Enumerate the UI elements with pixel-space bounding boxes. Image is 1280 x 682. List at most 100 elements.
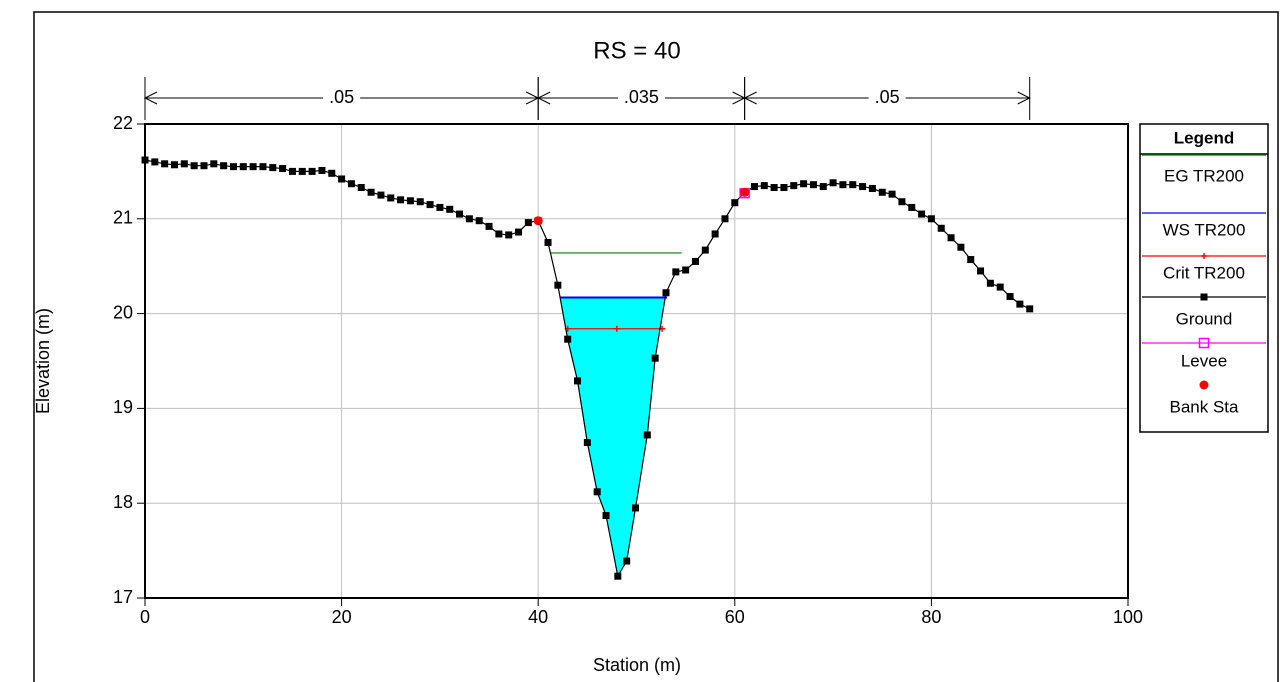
crit-marker (1201, 253, 1207, 259)
ground-marker (662, 289, 670, 297)
ground-marker (367, 188, 375, 196)
x-tick-label: 100 (1113, 607, 1143, 627)
ground-marker (701, 246, 709, 254)
ground-marker (279, 165, 287, 173)
ground-marker (554, 281, 562, 289)
ground-marker (269, 164, 277, 172)
ground-marker (229, 163, 237, 171)
ground-marker (397, 196, 405, 204)
ground-marker (1016, 300, 1024, 308)
ground-marker (446, 205, 454, 213)
ground-marker (515, 228, 523, 236)
ground-marker (1006, 293, 1014, 301)
crit-marker (613, 325, 620, 332)
ground-marker (583, 439, 591, 447)
ground-marker (721, 215, 729, 223)
ground-marker (643, 431, 651, 439)
ground-marker (1026, 305, 1034, 313)
ground-marker (220, 162, 228, 170)
n-label: .035 (624, 87, 659, 107)
x-tick-label: 20 (332, 607, 352, 627)
ground-marker (298, 167, 306, 175)
ground-marker (544, 239, 552, 246)
legend-label: Levee (1181, 351, 1227, 370)
ground-marker (602, 512, 610, 520)
ground-marker (328, 169, 336, 177)
y-tick-label: 20 (113, 302, 133, 322)
legend-label: Ground (1176, 309, 1233, 328)
ground-marker (849, 181, 857, 189)
legend-title: Legend (1174, 128, 1234, 147)
ground-marker (829, 179, 837, 187)
ground-marker (809, 181, 817, 189)
legend-label: Crit TR200 (1163, 263, 1245, 282)
plot-frame (144, 123, 1129, 599)
ground-marker (357, 184, 365, 192)
ground-marker (672, 268, 680, 276)
ground-marker (947, 234, 955, 242)
y-tick-label: 21 (113, 208, 133, 228)
x-axis-title: Station (m) (593, 655, 681, 675)
ground-marker (1200, 293, 1208, 301)
ground-marker (347, 180, 355, 188)
ground-marker (651, 354, 659, 362)
ground-marker (731, 199, 739, 207)
ground-marker (436, 203, 444, 211)
ground-marker (711, 230, 719, 238)
ground-marker (986, 279, 994, 287)
ground-marker (200, 162, 208, 170)
ground-marker (170, 161, 178, 169)
ground-marker (918, 210, 926, 218)
x-tick-label: 0 (140, 607, 150, 627)
ground-marker (623, 557, 631, 565)
chart-title: RS = 40 (593, 37, 680, 64)
ground-marker (868, 184, 876, 192)
outer-frame (33, 11, 1279, 682)
ground-marker (416, 198, 424, 206)
ground-marker (338, 175, 346, 183)
y-tick-label: 17 (113, 587, 133, 607)
ground-marker (750, 183, 758, 191)
x-tick-label: 80 (921, 607, 941, 627)
ground-marker (977, 267, 985, 275)
ground-marker (760, 182, 768, 190)
ground-marker (456, 210, 464, 218)
n-label-bg (868, 86, 906, 110)
ground-marker (614, 572, 622, 580)
ground-marker (387, 194, 395, 202)
ground-marker (908, 203, 916, 211)
legend: EG TR200 WS TR200 Crit TR200 Ground Levee Ban… (1142, 154, 1266, 416)
ground-marker (593, 488, 601, 496)
y-tick-label: 22 (113, 113, 133, 133)
ground-marker (957, 243, 965, 251)
ground-marker (505, 231, 513, 239)
ground-marker (318, 166, 326, 174)
ground-marker (210, 160, 218, 168)
bank-marker (1199, 380, 1209, 390)
x-tick-label: 40 (528, 607, 548, 627)
levee-marker (1198, 337, 1210, 349)
ground-marker (574, 377, 582, 385)
ground-marker (632, 504, 640, 512)
ground-marker (465, 215, 473, 223)
ground-marker (239, 163, 247, 171)
arrow-head (743, 91, 1031, 105)
ground-marker (996, 283, 1004, 291)
ground-marker (495, 230, 503, 238)
n-label: .05 (875, 87, 900, 107)
ground-marker (406, 197, 414, 205)
ground-marker (426, 201, 434, 209)
ground-marker (682, 266, 690, 274)
ground-marker (259, 163, 267, 171)
n-label-bg (323, 86, 361, 110)
ground-marker (691, 257, 699, 265)
ground-marker (967, 256, 975, 264)
ground-marker (180, 160, 188, 168)
ground-marker (249, 163, 257, 171)
legend-label: EG TR200 (1164, 166, 1244, 185)
y-tick-label: 18 (113, 492, 133, 512)
ground-marker (888, 190, 896, 198)
ground-marker (819, 183, 827, 191)
plot-area: 0 20 40 60 80 100 17 18 19 20 21 22 .05 .035 .05 (113, 77, 1143, 627)
